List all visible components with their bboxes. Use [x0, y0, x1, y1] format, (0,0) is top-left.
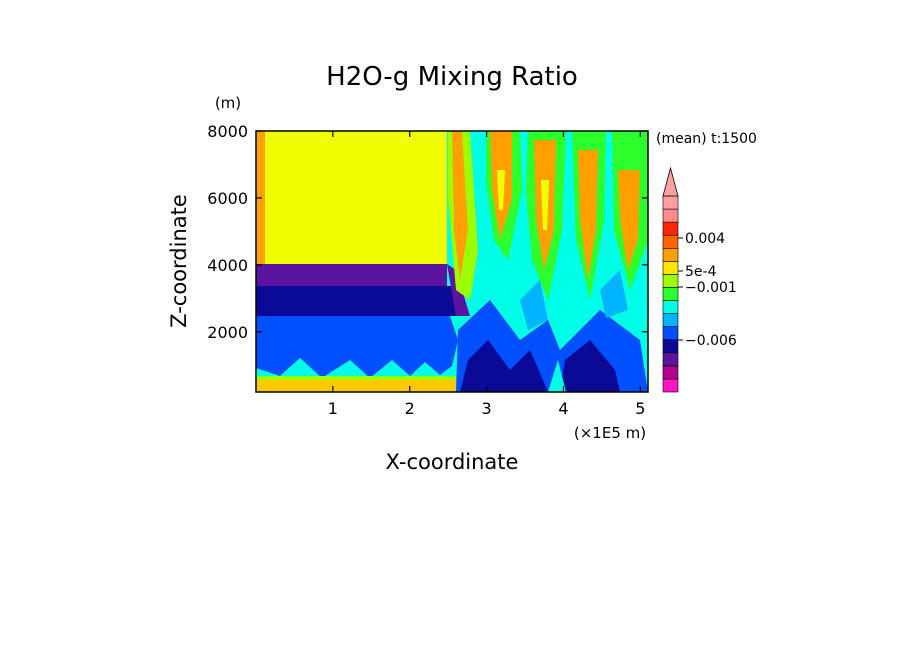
colorbar-label: 0.004 [685, 231, 725, 247]
colorbar-swatch [662, 274, 679, 288]
y-tick-label: 4000 [207, 256, 248, 275]
colorbar-swatch [662, 300, 679, 314]
chart-title: H2O-g Mixing Ratio [326, 62, 578, 92]
surface-green-strip [256, 376, 456, 380]
plot-frame [255, 130, 649, 393]
colorbar-swatch [662, 221, 679, 236]
colorbar-swatch [662, 287, 679, 301]
colorbar-swatch [662, 365, 679, 380]
colorbar-label: 5e-4 [685, 264, 717, 280]
x-unit-label: (×1E5 m) [574, 424, 646, 442]
colorbar-extend-arrow [662, 166, 679, 197]
colorbar-swatch [662, 247, 679, 262]
upper-plateau-region [256, 131, 447, 264]
colorbar-label: −0.006 [685, 333, 737, 349]
y-tick-label: 6000 [207, 189, 248, 208]
y-axis-ticks: 2000 4000 6000 8000 [207, 122, 648, 342]
x-tick-label: 3 [481, 399, 491, 418]
lower-blue-region [456, 270, 648, 392]
blue-layer-region [256, 286, 456, 316]
plot-area: 2000 4000 6000 8000 1 2 3 4 5 [207, 122, 649, 418]
colorbar-swatch [662, 195, 679, 210]
x-tick-label: 1 [328, 399, 338, 418]
y-tick-label: 8000 [207, 122, 248, 141]
annotation-label: (mean) t:1500 [656, 131, 757, 147]
colorbar-swatch [662, 339, 679, 354]
colorbar-swatch [662, 352, 679, 367]
colorbar-swatch [662, 313, 679, 327]
x-axis-ticks: 1 2 3 4 5 [328, 131, 645, 418]
colorbar-label: −0.001 [685, 280, 737, 296]
surface-band-region [256, 378, 456, 392]
x-tick-label: 5 [635, 399, 645, 418]
x-tick-label: 2 [405, 399, 415, 418]
y-unit-label: (m) [215, 94, 241, 112]
x-tick-label: 4 [558, 399, 568, 418]
purple-band-region [256, 264, 447, 286]
colorbar: 0.004 5e-4−0.001 −0.006 [662, 166, 737, 393]
x-axis-label: X-coordinate [386, 450, 519, 474]
colorbar-swatch [662, 208, 679, 223]
y-axis-label: Z-coordinate [167, 194, 191, 328]
colorbar-swatch [662, 378, 679, 393]
y-tick-label: 2000 [207, 323, 248, 342]
plume-region [448, 131, 648, 300]
colorbar-swatch [662, 261, 679, 275]
colorbar-swatch [662, 234, 679, 249]
colorbar-swatch [662, 326, 679, 341]
blue-mid-region [256, 316, 458, 378]
